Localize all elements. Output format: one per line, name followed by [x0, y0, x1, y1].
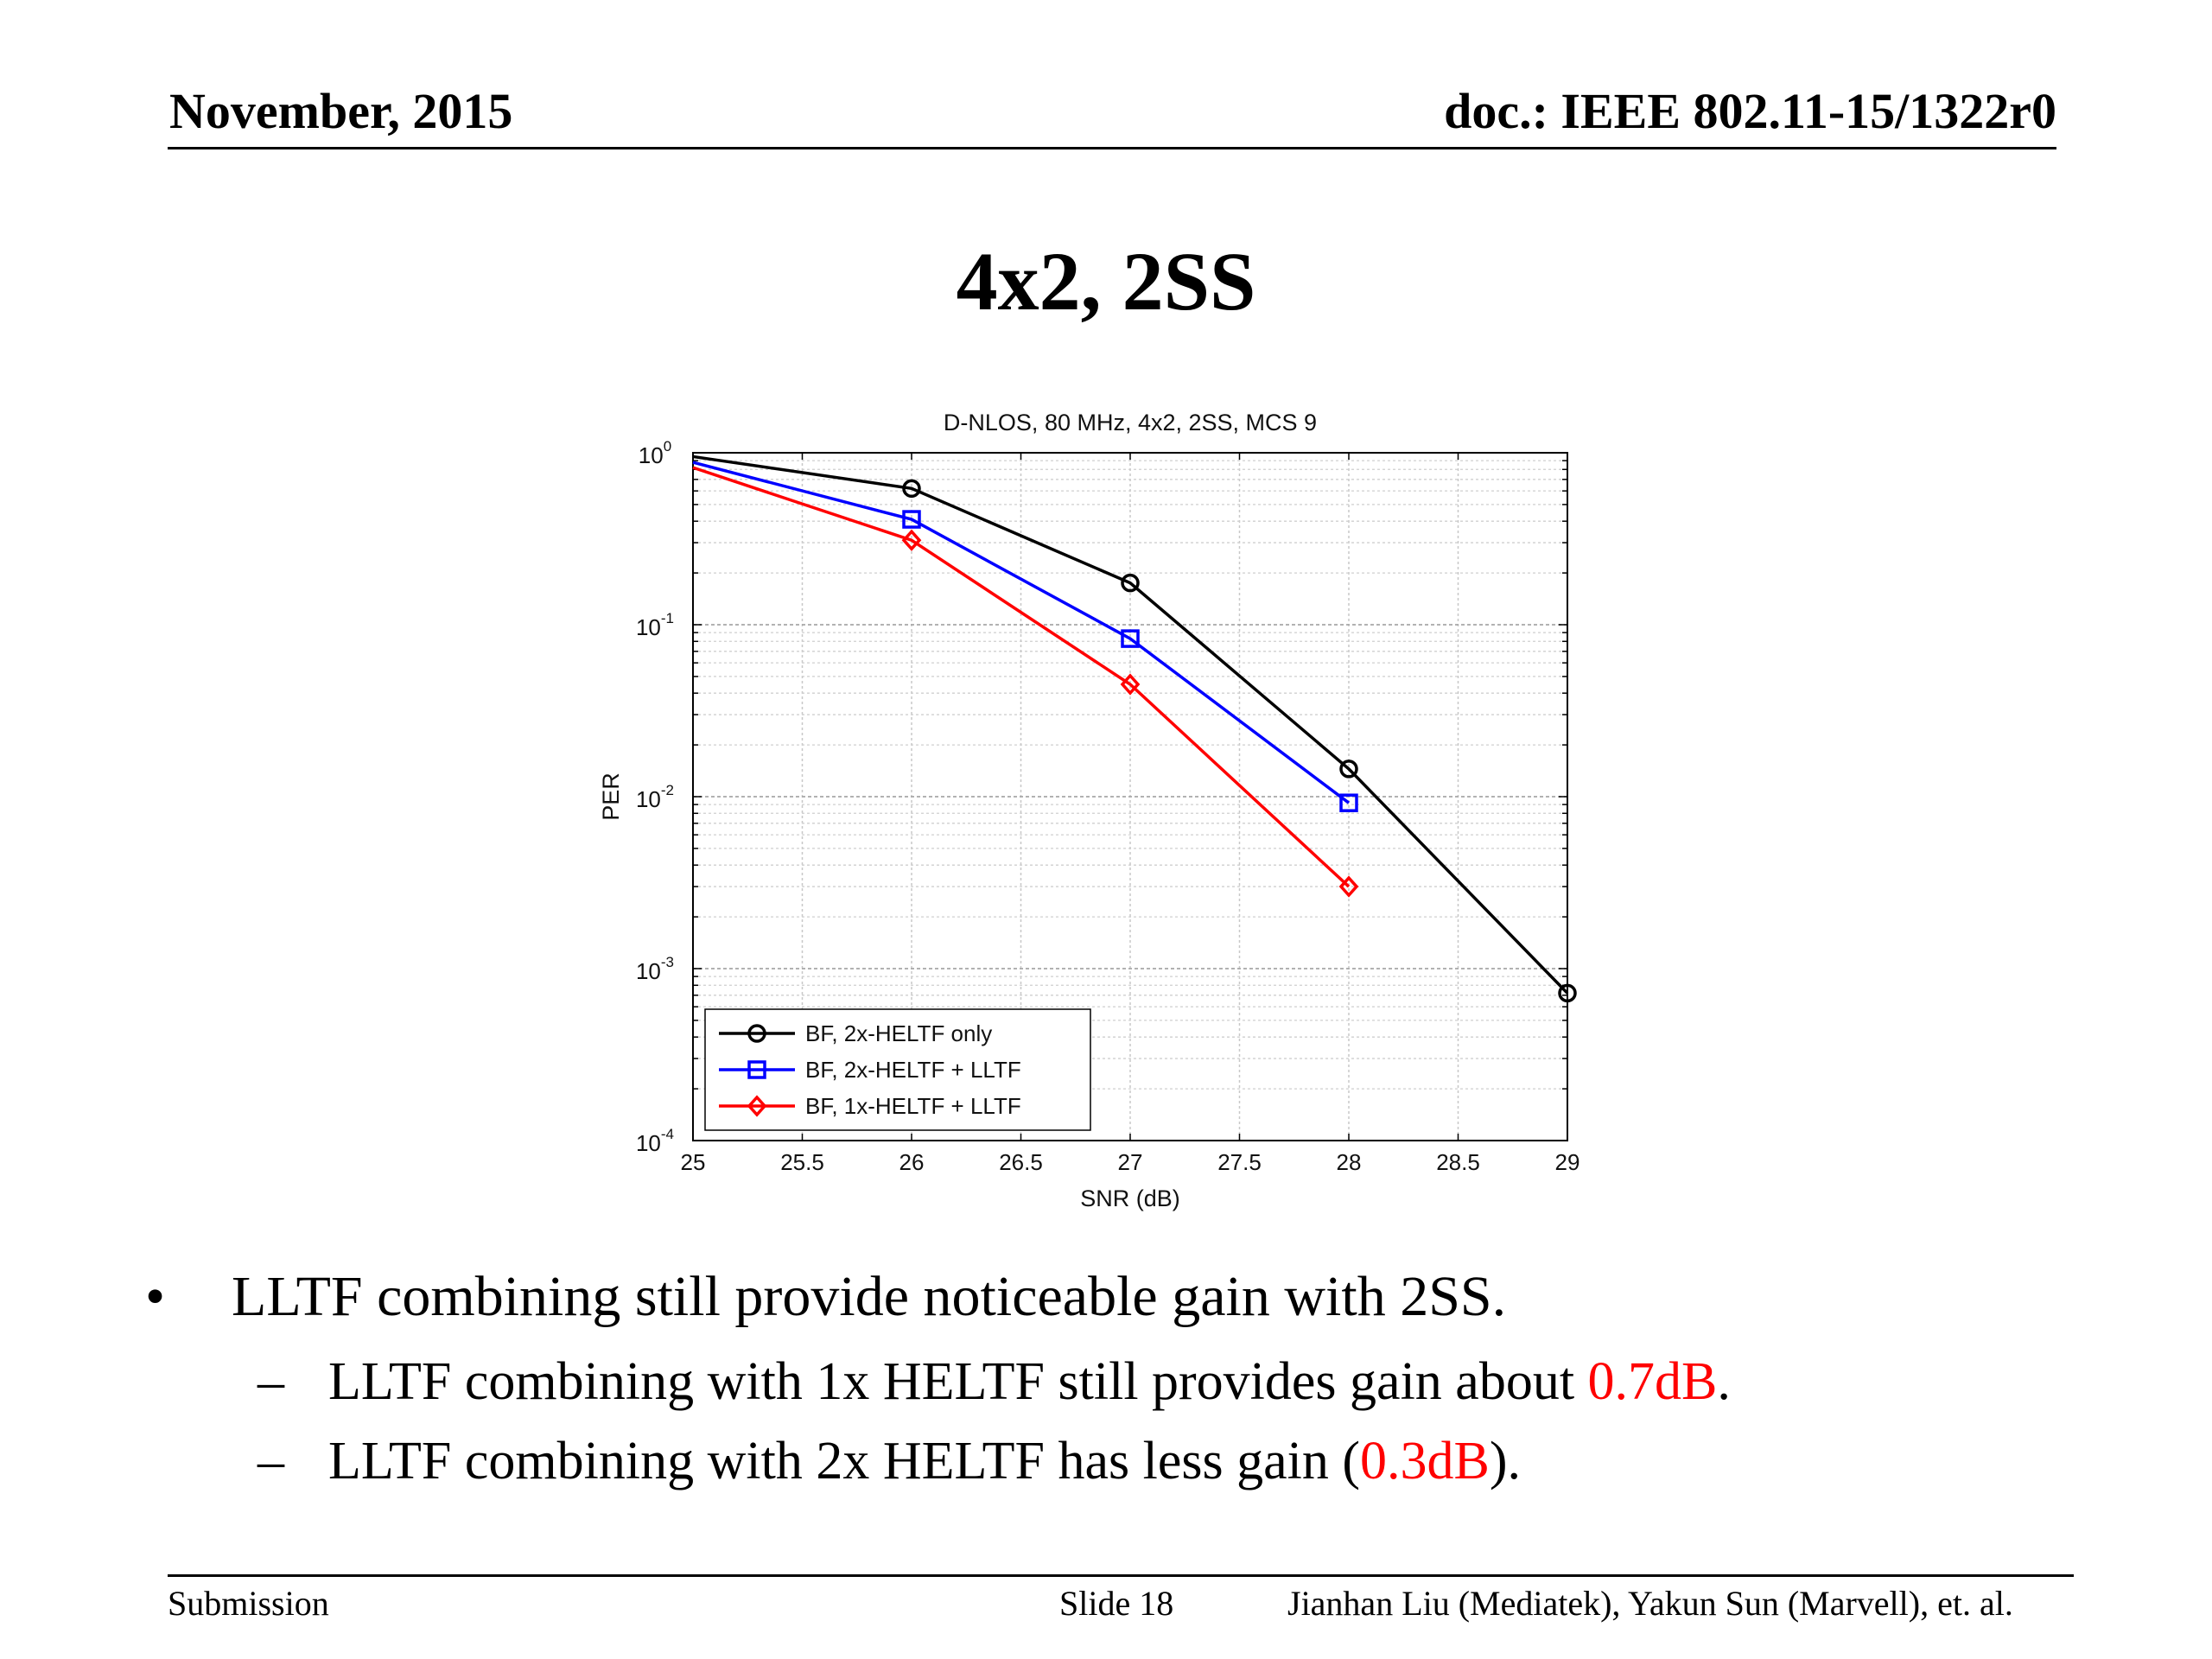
footer-submission: Submission	[168, 1584, 329, 1623]
y-tick-exponent: 0	[664, 438, 671, 454]
y-tick-base: 10	[636, 1130, 661, 1156]
per-vs-snr-chart: 25 25.5 26 26.5 27 27.5 28 28.5 2910010-110-210-…	[598, 410, 1580, 1211]
y-tick-base: 10	[636, 958, 661, 984]
y-axis-label: PER	[598, 772, 624, 821]
y-tick-label: 10-3	[636, 954, 674, 984]
series-3-point	[901, 529, 922, 551]
series-line-1	[692, 454, 1569, 995]
footer-slide-number: Slide 18	[1059, 1584, 1174, 1623]
sub-bullet-2-text: LLTF combining with 2x HELTF has less ga…	[328, 1434, 1521, 1488]
x-tick-label: 27.5	[1217, 1149, 1262, 1175]
x-tick-label: 28	[1337, 1149, 1362, 1175]
y-tick-exponent: -1	[661, 610, 674, 626]
dash-symbol: –	[257, 1432, 284, 1491]
plot-frame	[692, 452, 1568, 1141]
header-date: November, 2015	[169, 83, 513, 139]
sub-bullet-1-text-a: LLTF combining with 1x HELTF still provi…	[328, 1352, 1588, 1411]
x-tick-label: 25.5	[780, 1149, 824, 1175]
footer-authors: Jianhan Liu (Mediatek), Yakun Sun (Marve…	[1287, 1584, 2013, 1623]
series-3-point	[1338, 875, 1359, 898]
series-line-2	[692, 461, 1351, 804]
dash-symbol: –	[257, 1352, 284, 1411]
sub-bullet-1-highlight: 0.7dB	[1587, 1352, 1718, 1411]
y-tick-base: 10	[636, 614, 661, 640]
series-1-point	[1339, 760, 1358, 779]
legend-label-2: BF, 2x-HELTF + LLTF	[805, 1057, 1021, 1083]
x-tick-label: 29	[1555, 1149, 1580, 1175]
footer-rule	[168, 1574, 2074, 1577]
x-tick-label: 26	[899, 1149, 925, 1175]
bullet-symbol: •	[145, 1265, 166, 1328]
header-rule	[168, 147, 2056, 149]
legend-marker-3	[747, 1095, 767, 1117]
y-tick-exponent: -4	[661, 1126, 674, 1142]
y-tick-base: 10	[639, 442, 664, 468]
series-1-point	[1558, 983, 1577, 1003]
bullet-main-text: LLTF combining still provide noticeable …	[232, 1265, 1507, 1328]
x-tick-label: 28.5	[1436, 1149, 1480, 1175]
y-tick-label: 10-2	[636, 782, 674, 812]
legend-label-1: BF, 2x-HELTF only	[805, 1020, 992, 1046]
series-1-point	[1121, 573, 1140, 593]
chart-title: D-NLOS, 80 MHz, 4x2, 2SS, MCS 9	[944, 410, 1317, 435]
x-tick-label: 27	[1118, 1149, 1143, 1175]
sub-bullet-2-highlight: 0.3dB	[1360, 1432, 1490, 1491]
series-line-3	[692, 466, 1351, 888]
series-2-point	[1339, 793, 1358, 812]
y-tick-label: 10-4	[636, 1126, 674, 1156]
series-2-point	[902, 510, 921, 529]
series-1-point	[902, 479, 921, 499]
sub-bullet-2-text-b: ).	[1489, 1432, 1522, 1491]
slide-title: 4x2, 2SS	[956, 235, 1256, 327]
x-tick-label: 25	[681, 1149, 706, 1175]
y-tick-base: 10	[636, 786, 661, 812]
legend-marker-2	[747, 1060, 766, 1079]
sub-bullet-1-text-b: .	[1717, 1352, 1731, 1411]
y-tick-label: 100	[639, 438, 671, 468]
x-tick-label: 26.5	[999, 1149, 1043, 1175]
x-axis-label: SNR (dB)	[1080, 1185, 1180, 1211]
series-3-point	[1120, 673, 1141, 696]
y-tick-exponent: -3	[661, 954, 674, 970]
sub-bullet-1-text: LLTF combining with 1x HELTF still provi…	[328, 1355, 1731, 1408]
sub-bullet-2-text-a: LLTF combining with 2x HELTF has less ga…	[328, 1432, 1361, 1491]
header-doc-id: doc.: IEEE 802.11-15/1322r0	[1444, 83, 2056, 139]
y-tick-label: 10-1	[636, 610, 674, 640]
legend-label-3: BF, 1x-HELTF + LLTF	[805, 1093, 1021, 1119]
series-2-point	[1121, 629, 1140, 648]
y-tick-exponent: -2	[661, 782, 674, 798]
legend-marker-1	[747, 1024, 766, 1043]
